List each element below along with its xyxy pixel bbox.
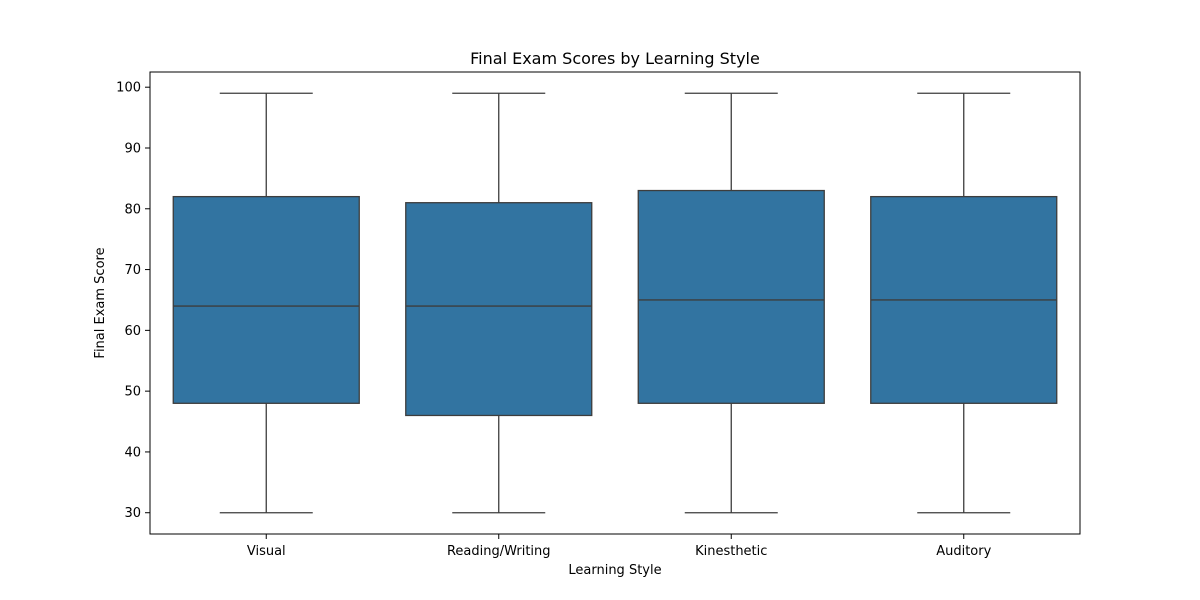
- x-tick-label: Auditory: [936, 544, 991, 559]
- y-tick-label: 80: [124, 202, 141, 217]
- x-tick-label: Visual: [247, 544, 286, 559]
- y-tick-label: 100: [116, 81, 141, 96]
- y-tick-label: 30: [124, 506, 141, 521]
- y-tick-label: 90: [124, 141, 141, 156]
- y-tick-label: 40: [124, 445, 141, 460]
- y-axis: 30 40 50 60 70 80 90 100: [116, 81, 150, 521]
- x-tick-label: Reading/Writing: [447, 544, 551, 559]
- iqr-box: [172, 195, 360, 404]
- y-tick-label: 60: [124, 324, 141, 339]
- x-axis: Visual Reading/Writing Kinesthetic Auditory: [247, 534, 992, 559]
- box-1: [405, 92, 593, 514]
- x-axis-label: Learning Style: [568, 563, 661, 578]
- plot-area-frame: [149, 71, 1081, 535]
- box-0: [172, 92, 360, 514]
- y-tick-label: 50: [124, 385, 141, 400]
- box-2: [637, 92, 825, 514]
- x-tick-label: Kinesthetic: [695, 544, 767, 559]
- chart-title: Final Exam Scores by Learning Style: [470, 49, 760, 68]
- y-tick-label: 70: [124, 263, 141, 278]
- iqr-box: [405, 202, 593, 417]
- y-axis-label: Final Exam Score: [93, 247, 108, 358]
- box-3: [870, 92, 1058, 514]
- boxes-group: [172, 92, 1058, 514]
- iqr-box: [637, 189, 825, 404]
